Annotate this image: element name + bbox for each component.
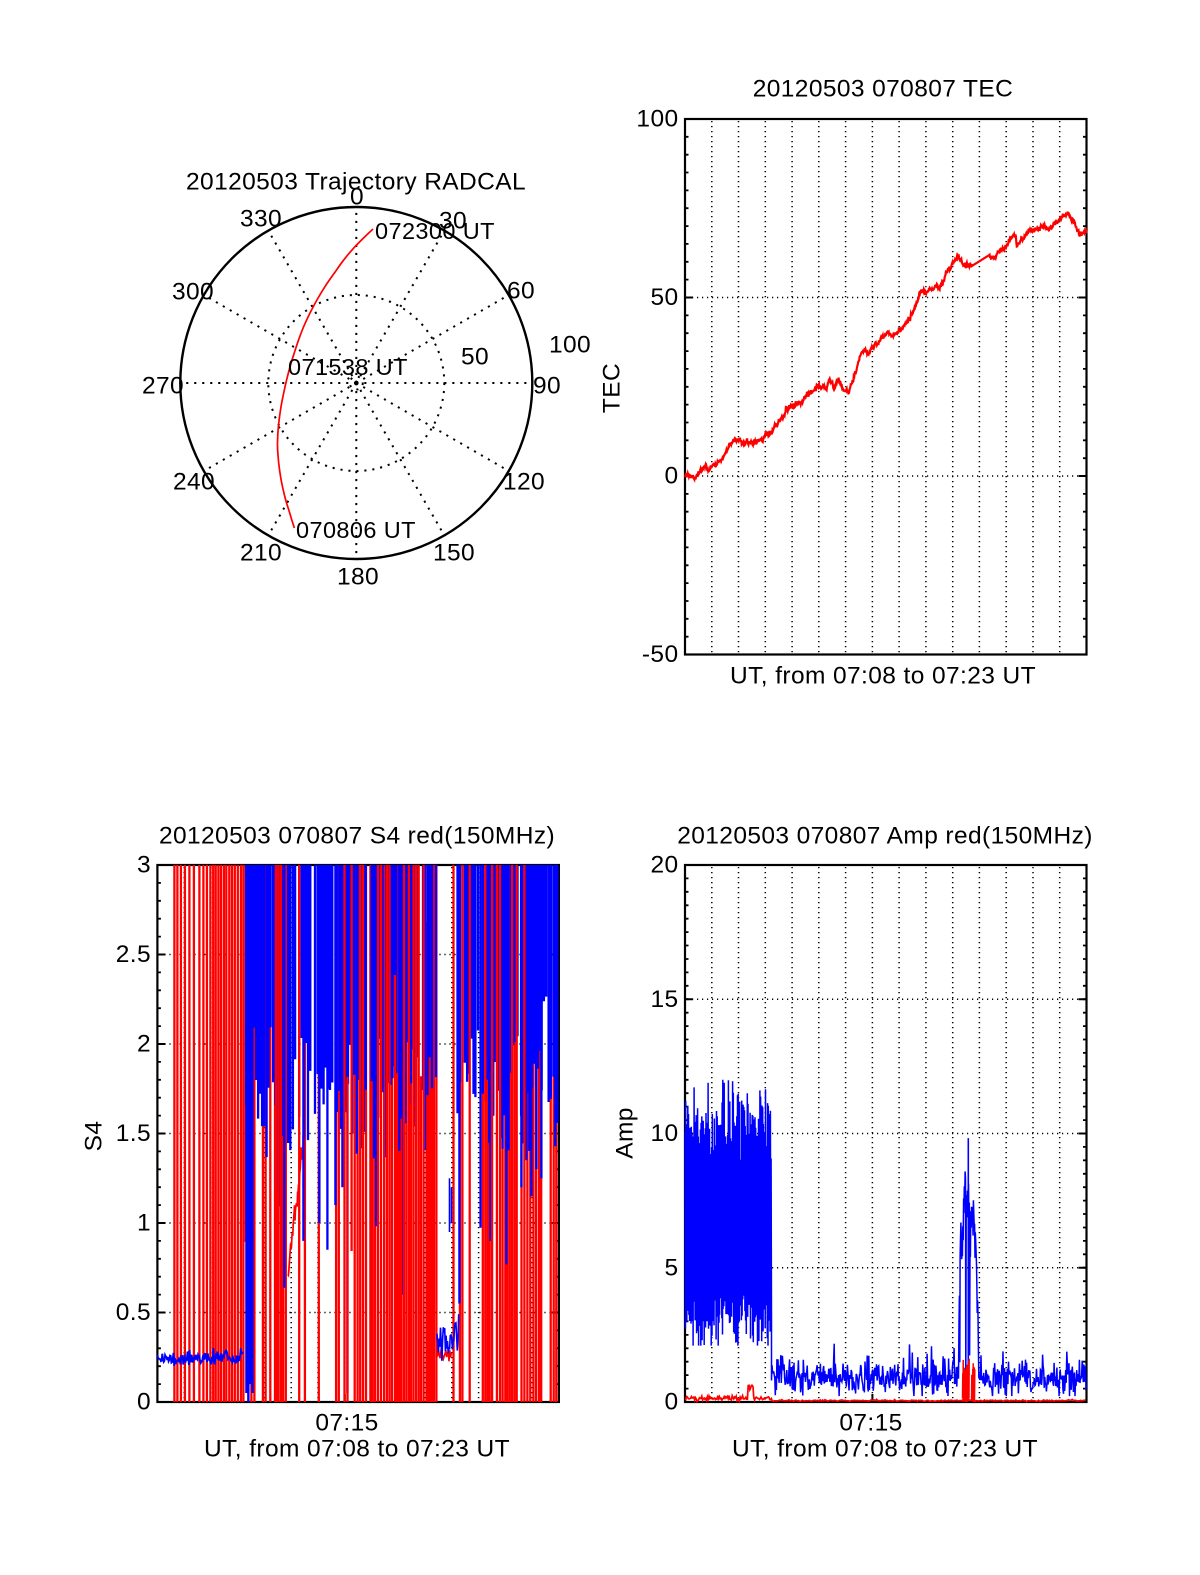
svg-text:150: 150 (433, 540, 475, 567)
svg-text:330: 330 (240, 206, 282, 233)
svg-text:0: 0 (664, 1389, 678, 1416)
svg-text:100: 100 (549, 332, 591, 359)
svg-text:1: 1 (137, 1210, 151, 1237)
svg-text:100: 100 (636, 106, 678, 133)
svg-text:0: 0 (350, 184, 364, 211)
svg-text:1.5: 1.5 (116, 1120, 151, 1147)
svg-text:UT, from 07:08 to 07:23 UT: UT, from 07:08 to 07:23 UT (732, 1436, 1038, 1463)
svg-text:210: 210 (240, 540, 282, 567)
svg-text:UT, from 07:08 to 07:23 UT: UT, from 07:08 to 07:23 UT (204, 1436, 510, 1463)
svg-text:-50: -50 (642, 641, 679, 668)
svg-text:071538 UT: 071538 UT (288, 354, 408, 380)
svg-text:90: 90 (533, 373, 561, 400)
svg-text:UT, from 07:08 to 07:23 UT: UT, from 07:08 to 07:23 UT (730, 663, 1036, 690)
svg-text:07:15: 07:15 (315, 1410, 378, 1437)
svg-text:240: 240 (173, 469, 215, 496)
svg-text:TEC: TEC (599, 363, 626, 413)
svg-text:0.5: 0.5 (116, 1299, 151, 1326)
svg-text:10: 10 (650, 1120, 678, 1147)
svg-text:180: 180 (337, 564, 379, 591)
svg-text:20120503 Trajectory RADCAL: 20120503 Trajectory RADCAL (186, 169, 526, 196)
svg-text:50: 50 (650, 284, 678, 311)
svg-text:20120503 070807 TEC: 20120503 070807 TEC (753, 76, 1014, 103)
svg-text:070806 UT: 070806 UT (296, 517, 416, 543)
svg-text:300: 300 (172, 279, 214, 306)
svg-text:60: 60 (507, 278, 535, 305)
svg-text:2: 2 (137, 1031, 151, 1058)
svg-text:20120503 070807 Amp red(150MHz: 20120503 070807 Amp red(150MHz) (677, 823, 1093, 850)
svg-text:Amp: Amp (612, 1107, 639, 1159)
svg-text:270: 270 (142, 373, 184, 400)
svg-text:5: 5 (664, 1254, 678, 1281)
svg-text:0: 0 (137, 1389, 151, 1416)
svg-text:2.5: 2.5 (116, 941, 151, 968)
svg-text:0: 0 (664, 463, 678, 490)
svg-text:120: 120 (503, 469, 545, 496)
svg-text:3: 3 (137, 852, 151, 879)
svg-text:072300 UT: 072300 UT (375, 218, 495, 244)
svg-text:15: 15 (650, 986, 678, 1013)
svg-text:50: 50 (461, 344, 489, 371)
svg-text:20120503 070807 S4 red(150MHz): 20120503 070807 S4 red(150MHz) (159, 823, 555, 850)
svg-text:07:15: 07:15 (839, 1410, 902, 1437)
svg-text:30: 30 (439, 208, 467, 235)
svg-text:20: 20 (650, 852, 678, 879)
svg-text:S4: S4 (81, 1121, 108, 1152)
